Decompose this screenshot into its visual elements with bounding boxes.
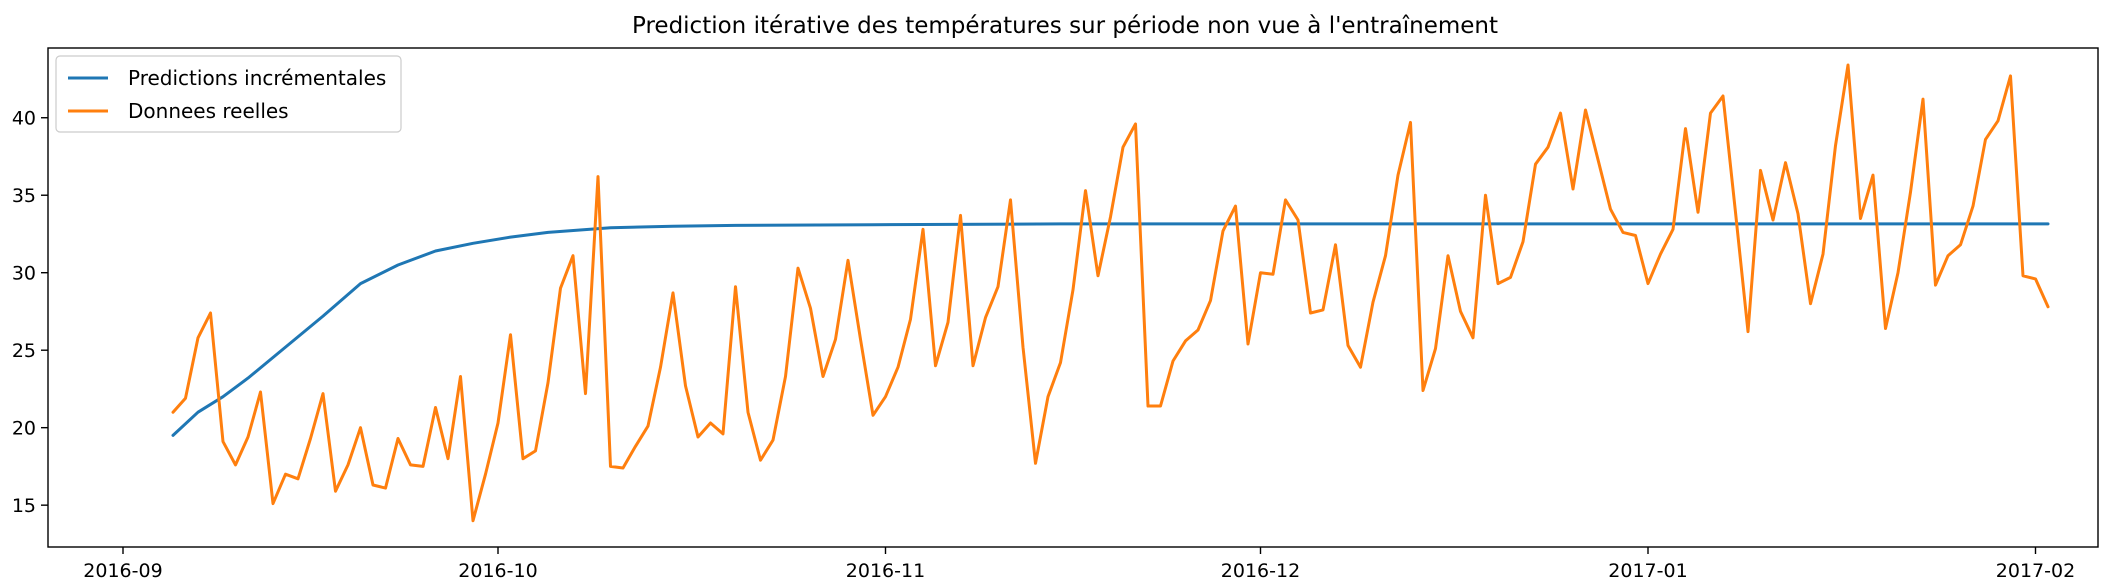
y-tick-label: 15 <box>12 495 36 517</box>
x-tick-label: 2016-09 <box>83 560 162 582</box>
x-tick-label: 2016-12 <box>1221 560 1300 582</box>
series-layer <box>171 63 2050 523</box>
y-axis: 15 20 25 30 35 40 <box>12 108 48 517</box>
x-axis: 2016-09 2016-10 2016-11 2016-12 2017-01 2017-… <box>83 547 2075 582</box>
y-tick-label: 40 <box>12 108 36 130</box>
legend: Predictions incrémentales Donnees reelle… <box>55 55 402 133</box>
x-tick-label: 2017-02 <box>1996 560 2075 582</box>
y-tick-label: 30 <box>12 263 36 285</box>
legend-label-predictions: Predictions incrémentales <box>128 66 386 90</box>
x-tick-label: 2016-11 <box>846 560 925 582</box>
chart-title: Prediction itérative des températures su… <box>632 13 1498 39</box>
legend-label-donnees: Donnees reelles <box>128 99 289 123</box>
x-tick-label: 2017-01 <box>1608 560 1687 582</box>
series-line-predictions <box>171 222 2050 437</box>
x-tick-label: 2016-10 <box>458 560 537 582</box>
plot-frame <box>47 47 2099 548</box>
y-tick-label: 35 <box>12 185 36 207</box>
legend-box <box>55 55 402 133</box>
y-tick-label: 20 <box>12 418 36 440</box>
series-line-donnees-reelles <box>171 63 2050 523</box>
y-tick-label: 25 <box>12 340 36 362</box>
